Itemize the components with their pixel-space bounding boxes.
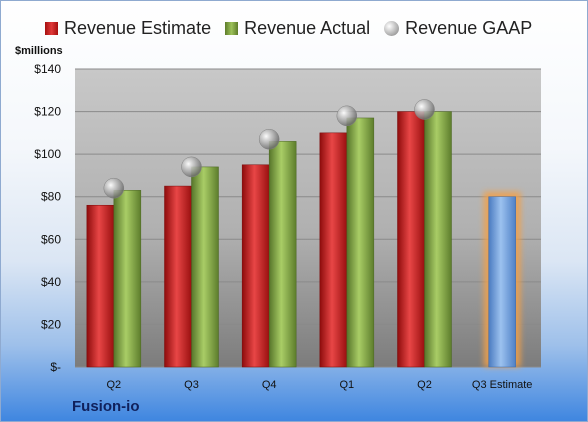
x-tick-label: Q2 [417, 379, 432, 391]
legend-label-gaap: Revenue GAAP [405, 18, 533, 38]
plot-area [75, 69, 541, 367]
x-tick-label: Q2 [106, 379, 121, 391]
bar-revenue-estimate [86, 204, 115, 368]
marker-revenue-gaap [336, 105, 358, 127]
bar-revenue-actual [113, 190, 142, 368]
bar-revenue-actual [268, 141, 297, 368]
marker-revenue-gaap [181, 156, 202, 178]
x-tick-label: Q3 Estimate [472, 379, 533, 391]
marker-revenue-gaap [103, 177, 125, 199]
y-tick-label: $60 [41, 232, 61, 246]
x-tick-label: Q1 [339, 379, 354, 391]
bar-forecast-estimate [488, 196, 516, 368]
legend-item-gaap: Revenue GAAP [384, 18, 532, 39]
x-tick-label: Q4 [262, 379, 277, 391]
legend-label-estimate: Revenue Estimate [64, 18, 212, 38]
company-name: Fusion-io [72, 398, 140, 415]
y-tick-label: $20 [41, 317, 61, 331]
bar-revenue-estimate [164, 185, 192, 368]
y-tick-label: $- [50, 360, 61, 374]
bar-revenue-estimate [319, 132, 348, 368]
bar-revenue-actual [346, 117, 375, 368]
marker-revenue-gaap [414, 99, 435, 120]
chart-legend: Revenue Estimate Revenue Actual Revenue … [45, 18, 546, 39]
legend-label-actual: Revenue Actual [244, 18, 371, 38]
legend-item-estimate: Revenue Estimate [45, 18, 211, 39]
legend-swatch-actual [225, 22, 239, 35]
bar-revenue-actual [191, 166, 219, 368]
bar-revenue-actual [424, 111, 452, 368]
y-axis-unit-label: $millions [15, 45, 63, 57]
legend-swatch-estimate [45, 22, 58, 35]
x-tick-label: Q3 [184, 379, 199, 391]
bar-revenue-estimate [241, 164, 270, 368]
y-tick-label: $140 [34, 62, 61, 76]
legend-swatch-gaap [384, 21, 400, 36]
marker-revenue-gaap [258, 128, 280, 150]
y-tick-label: $80 [41, 190, 61, 204]
legend-item-actual: Revenue Actual [225, 18, 370, 39]
y-tick-label: $120 [34, 105, 61, 119]
bar-revenue-estimate [397, 111, 425, 368]
y-tick-label: $40 [41, 275, 61, 289]
y-tick-label: $100 [34, 147, 61, 161]
